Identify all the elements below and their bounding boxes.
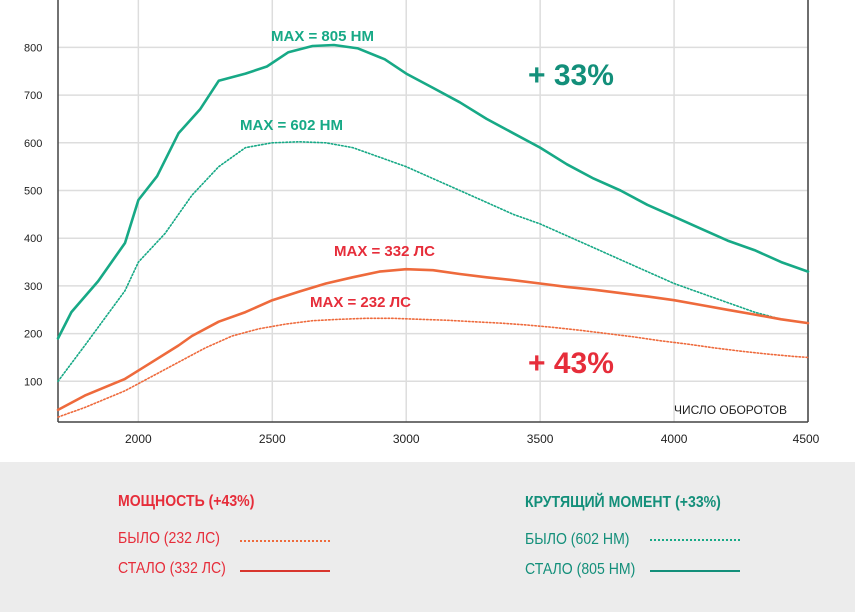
- legend-panel: МОЩНОСТЬ (+43%) БЫЛО (232 ЛС) СТАЛО (332…: [0, 462, 855, 612]
- legend-power-before-label: БЫЛО (232 ЛС): [118, 530, 220, 547]
- annotation-power-old-max: MAX = 232 ЛС: [310, 294, 411, 311]
- y-tick-label: 100: [24, 376, 42, 388]
- series-torque-after-line: [56, 43, 810, 340]
- legend-torque-after-label: СТАЛО (805 НМ): [525, 561, 636, 578]
- annotation-power-new-max: MAX = 332 ЛС: [334, 243, 435, 260]
- y-tick-label: 600: [24, 138, 42, 150]
- legend-power-after-line: [240, 570, 330, 572]
- y-tick-label: 300: [24, 281, 42, 293]
- legend-power-after-label: СТАЛО (332 ЛС): [118, 560, 226, 577]
- legend-power-before-line: [240, 540, 330, 542]
- y-tick-label: 200: [24, 329, 42, 341]
- legend-torque-before-line: [650, 539, 740, 541]
- series-power-after-line: [56, 267, 810, 412]
- y-tick-label: 800: [24, 42, 42, 54]
- dyno-chart: 100 200 300 400 500 600 700 800 2000 2500 3000 3500…: [24, 0, 820, 446]
- annotation-torque-gain: + 33%: [528, 59, 614, 92]
- series-power-before-line: [57, 317, 809, 418]
- annotation-power-gain: + 43%: [528, 347, 614, 380]
- x-tick-label: 3000: [393, 432, 420, 446]
- x-tick-label: 3500: [527, 432, 554, 446]
- x-tick-label: 2500: [259, 432, 286, 446]
- x-tick-label: 4500: [793, 432, 820, 446]
- y-tick-label: 700: [24, 90, 42, 102]
- series-torque-before-line: [57, 141, 809, 383]
- annotation-torque-old-max: MAX = 602 НМ: [240, 117, 343, 134]
- legend-torque-title: КРУТЯЩИЙ МОМЕНТ (+33%): [525, 494, 721, 511]
- x-axis-label: ЧИСЛО ОБОРОТОВ: [674, 403, 787, 417]
- y-tick-label: 400: [24, 233, 42, 245]
- legend-torque-before-label: БЫЛО (602 НМ): [525, 531, 630, 548]
- y-tick-label: 500: [24, 186, 42, 198]
- legend-torque-after-line: [650, 570, 740, 572]
- annotation-torque-new-max: MAX = 805 НМ: [271, 28, 374, 45]
- legend-power-title: МОЩНОСТЬ (+43%): [118, 493, 255, 510]
- x-tick-label: 4000: [661, 432, 688, 446]
- x-tick-label: 2000: [125, 432, 152, 446]
